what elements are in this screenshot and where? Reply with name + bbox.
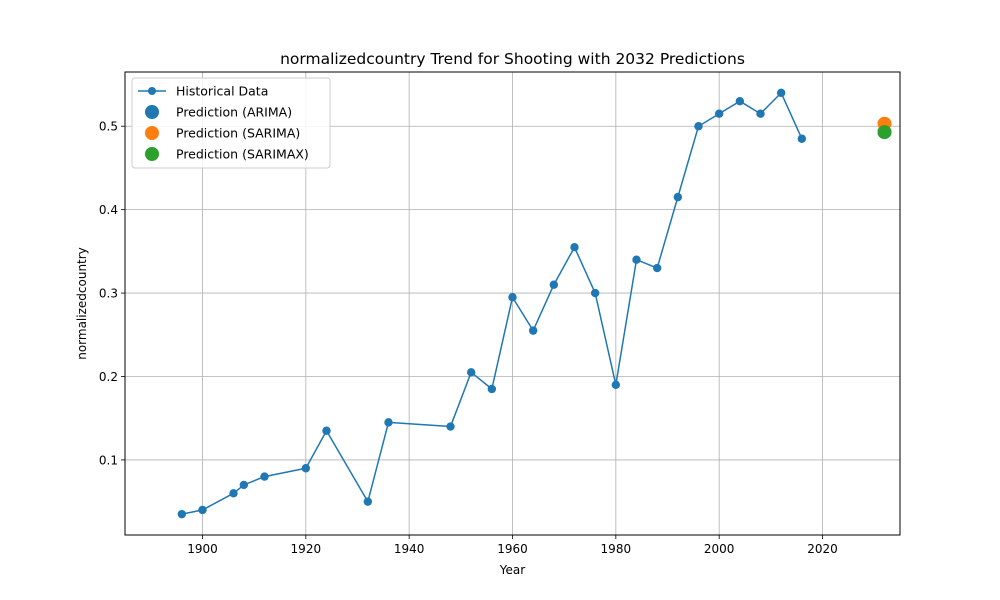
data-point-historical-data	[508, 293, 517, 302]
legend-label-arima: Prediction (ARIMA)	[176, 105, 292, 120]
x-tick-label: 2000	[704, 542, 735, 556]
y-tick-label: 0.2	[99, 370, 118, 384]
data-point-historical-data	[384, 418, 393, 427]
y-tick-label: 0.5	[99, 120, 118, 134]
legend-entry-sarima: Prediction (SARIMA)	[145, 126, 300, 141]
grid	[125, 72, 900, 535]
legend-entry-historical: Historical Data	[138, 84, 268, 99]
x-tick-label: 2020	[807, 542, 838, 556]
data-point-historical-data	[528, 326, 538, 335]
y-tick-label: 0.1	[99, 453, 118, 467]
data-point-historical-data	[735, 96, 745, 106]
data-point-historical-data	[549, 280, 559, 289]
legend-entry-arima: Prediction (ARIMA)	[145, 105, 292, 120]
legend-label-historical: Historical Data	[176, 84, 268, 99]
data-point-historical-data	[177, 509, 187, 519]
axes: 1900 1920 1940 1960 1980 2000 2020 0.1 0.2 0.3 0.4…	[99, 120, 838, 556]
y-tick-label: 0.4	[99, 203, 118, 217]
data-point-historical-data	[301, 464, 311, 473]
data-point-historical-data	[714, 109, 724, 118]
data-point-historical-data	[229, 489, 238, 498]
data-point-historical-data	[322, 426, 331, 435]
data-point-historical-data	[756, 109, 765, 118]
data-point-historical-data	[446, 422, 455, 431]
y-tick-label: 0.3	[99, 287, 118, 301]
legend-frame	[131, 77, 331, 169]
legend-marker-swatch	[148, 87, 156, 95]
x-tick-label: 1900	[187, 542, 218, 556]
data-point-historical-data	[673, 192, 683, 202]
data-point-historical-data	[776, 88, 786, 98]
data-point-historical-data	[632, 255, 641, 264]
data-point-historical-data	[652, 263, 662, 273]
legend-label-sarimax: Prediction (SARIMAX)	[176, 147, 309, 162]
data-point-historical-data	[590, 288, 600, 298]
x-tick-label: 1940	[394, 542, 425, 556]
x-tick-label: 1960	[497, 542, 528, 556]
data-point-historical-data	[466, 368, 476, 377]
x-tick-label: 1920	[291, 542, 322, 556]
data-point-historical-data	[198, 505, 207, 515]
data-point-historical-data	[570, 242, 579, 252]
data-point-historical-data	[694, 122, 703, 131]
legend-label-sarima: Prediction (SARIMA)	[176, 126, 300, 141]
data-point-historical-data	[363, 497, 373, 506]
x-tick-label: 1980	[601, 542, 632, 556]
legend-marker-arima	[145, 105, 159, 119]
data-point-historical-data	[797, 134, 807, 143]
legend-marker-sarimax	[145, 147, 159, 161]
y-axis-title: normalizedcountry	[75, 247, 89, 360]
prediction-point-prediction-sarimax	[877, 125, 892, 140]
x-axis-title: Year	[499, 563, 525, 577]
chart-title: normalizedcountry Trend for Shooting wit…	[280, 50, 745, 68]
data-point-historical-data	[611, 380, 621, 390]
data-point-historical-data	[487, 384, 497, 394]
data-point-historical-data	[239, 480, 249, 490]
legend-marker-sarima	[145, 126, 159, 140]
legend-entry-sarimax: Prediction (SARIMAX)	[145, 147, 309, 162]
legend: Historical Data Prediction (ARIMA) Predi…	[131, 77, 331, 169]
data-point-historical-data	[260, 472, 269, 481]
series-layer	[177, 88, 892, 519]
